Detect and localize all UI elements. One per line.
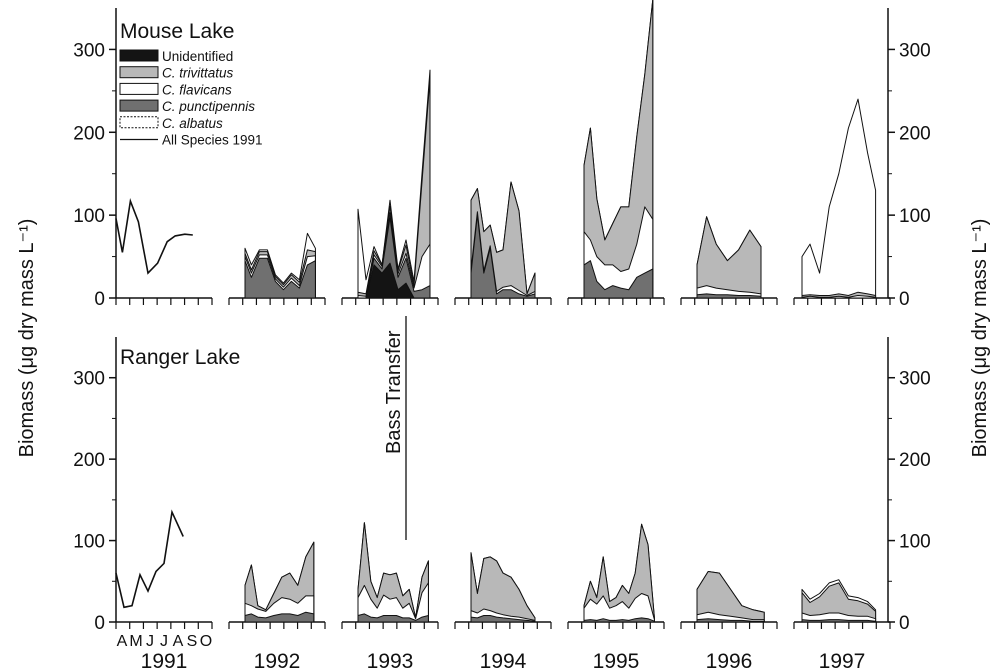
y-tick-label-left: 300 [73, 369, 105, 390]
area-c-albatus [801, 98, 877, 299]
x-month-label: A [117, 633, 128, 650]
legend-label: All Species 1991 [162, 133, 263, 148]
area-c-trivittatus [357, 522, 429, 623]
y-tick-label-right: 100 [899, 532, 931, 553]
area-c-punctipennis [583, 617, 655, 623]
x-month-label: O [200, 633, 212, 650]
series-line-all-species-1991 [115, 509, 184, 609]
area-c-punctipennis [244, 257, 316, 299]
x-month-label: J [146, 633, 154, 650]
area-c-punctipennis [696, 293, 762, 299]
series-line-all-species-1991 [115, 198, 193, 275]
y-tick-label-right: 300 [899, 369, 931, 390]
x-month-label: J [160, 633, 168, 650]
area-c-trivittatus [801, 582, 877, 623]
y-tick-label-right: 0 [899, 289, 910, 310]
area-c-trivittatus [696, 571, 765, 623]
legend-label: C. trivittatus [162, 66, 234, 81]
y-tick-label-left: 300 [73, 40, 105, 61]
y-tick-label-right: 0 [899, 613, 910, 634]
x-year-label: 1992 [254, 650, 301, 671]
x-year-label: 1993 [367, 650, 414, 671]
y-axis-label-left: Biomass (μg dry mass L⁻¹) [16, 219, 38, 458]
x-month-label: A [173, 633, 184, 650]
y-tick-label-left: 0 [94, 613, 105, 634]
area-c-punctipennis [357, 613, 429, 623]
legend-label: Unidentified [162, 49, 233, 64]
panel-title: Mouse Lake [120, 20, 234, 43]
x-year-label: 1995 [593, 650, 640, 671]
legend-swatch [119, 116, 159, 129]
area-c-punctipennis [801, 619, 877, 623]
area-unidentified [357, 262, 431, 299]
area-c-punctipennis [583, 260, 654, 299]
data-layer [115, 0, 877, 623]
y-tick-label-left: 200 [73, 123, 105, 144]
y-axis-label-right: Biomass (μg dry mass L⁻¹) [969, 219, 991, 458]
legend-swatch [119, 66, 159, 79]
area-c-trivittatus [470, 552, 536, 623]
x-year-label: 1996 [706, 650, 753, 671]
y-tick-label-left: 200 [73, 450, 105, 471]
legend-swatch [119, 99, 159, 112]
x-month-label: M [129, 633, 142, 650]
area-c-trivittatus [244, 541, 315, 623]
text-layer: 0 0 100 100 200 200 300 300 Mouse Lake 0 0 100 100 20… [73, 20, 930, 671]
area-c-punctipennis [696, 618, 765, 623]
area-c-flavicans [801, 612, 877, 623]
area-c-punctipennis [244, 611, 315, 623]
annotation-label: Bass Transfer [383, 330, 405, 454]
y-tick-label-left: 100 [73, 532, 105, 553]
area-c-flavicans [583, 593, 655, 623]
y-tick-label-right: 300 [899, 40, 931, 61]
legend-swatch [119, 49, 159, 62]
x-year-label: 1997 [819, 650, 866, 671]
area-c-trivittatus [696, 216, 762, 299]
x-month-label: S [187, 633, 198, 650]
legend-swatch [119, 82, 159, 95]
legend-label: C. flavicans [162, 82, 232, 97]
y-tick-label-left: 0 [94, 289, 105, 310]
x-year-label: 1994 [480, 650, 527, 671]
area-c-trivittatus [583, 0, 654, 299]
area-c-punctipennis [470, 214, 536, 299]
y-tick-label-right: 200 [899, 450, 931, 471]
area-c-flavicans [583, 206, 654, 299]
legend-label: C. punctipennis [162, 99, 255, 114]
legend-label: C. albatus [162, 116, 223, 131]
panel-title: Ranger Lake [120, 346, 240, 369]
x-year-label: 1991 [141, 650, 188, 671]
y-tick-label-right: 100 [899, 206, 931, 227]
area-c-flavicans [357, 582, 429, 623]
y-tick-label-right: 200 [899, 123, 931, 144]
area-c-punctipennis [470, 615, 536, 623]
area-c-flavicans [801, 295, 877, 299]
y-tick-label-left: 100 [73, 206, 105, 227]
